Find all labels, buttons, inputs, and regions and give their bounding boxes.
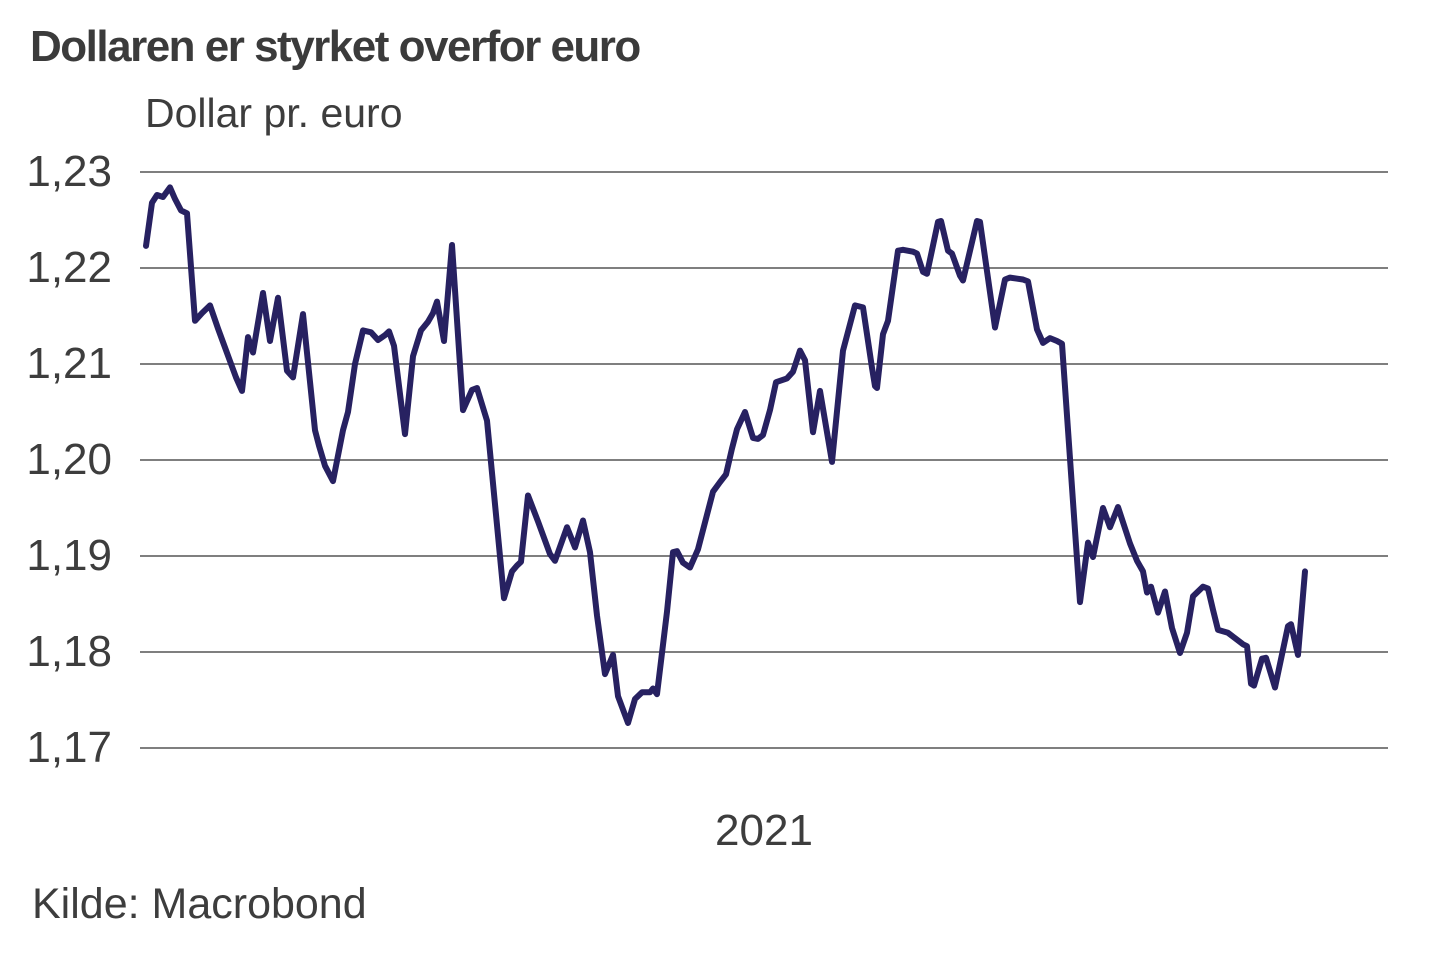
y-axis-tick-label: 1,23 bbox=[26, 147, 112, 196]
source-label: Kilde: Macrobond bbox=[32, 880, 367, 928]
y-axis-tick-label: 1,17 bbox=[26, 723, 112, 772]
x-axis-label: 2021 bbox=[715, 806, 813, 855]
y-axis-tick-label: 1,18 bbox=[26, 627, 112, 676]
chart-subtitle: Dollar pr. euro bbox=[145, 90, 403, 136]
fx-rate-line bbox=[143, 184, 1308, 726]
y-axis-tick-label: 1,20 bbox=[26, 435, 112, 484]
chart-title: Dollaren er styrket overfor euro bbox=[30, 22, 641, 71]
y-axis-tick-label: 1,19 bbox=[26, 531, 112, 580]
y-axis-tick-label: 1,22 bbox=[26, 243, 112, 292]
y-axis-tick-label: 1,21 bbox=[26, 339, 112, 388]
